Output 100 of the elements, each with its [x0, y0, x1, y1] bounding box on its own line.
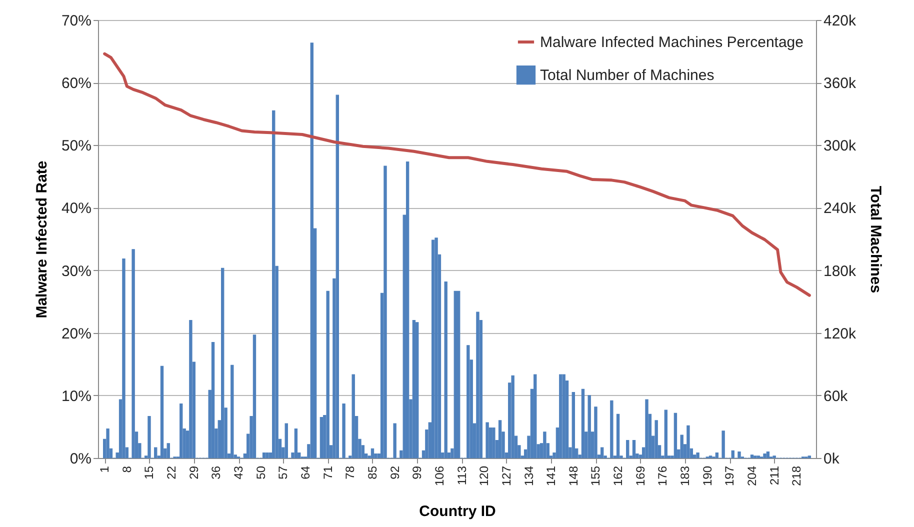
- legend-label: Malware Infected Machines Percentage: [540, 34, 804, 51]
- bar: [180, 403, 183, 458]
- x-tick-label: 15: [142, 466, 156, 480]
- x-tick-label: 85: [365, 466, 380, 480]
- bar: [457, 290, 460, 458]
- x-tick-label: 1: [98, 466, 112, 473]
- bar: [211, 342, 215, 458]
- x-tick-label: 162: [611, 466, 626, 486]
- bar: [696, 452, 700, 458]
- bar: [132, 249, 135, 458]
- bar: [492, 427, 496, 458]
- bar: [808, 456, 811, 458]
- bar: [715, 452, 719, 458]
- x-tick-label: 127: [499, 466, 514, 486]
- bar: [431, 240, 435, 458]
- bar: [320, 417, 324, 458]
- x-tick-label: 64: [298, 466, 313, 480]
- y2-axis-title: Total Machines: [867, 186, 884, 294]
- bar: [370, 448, 374, 458]
- x-tick-label: 8: [120, 466, 134, 473]
- bar: [750, 454, 754, 458]
- x-tick-label: 141: [544, 466, 558, 486]
- x-tick-label: 204: [745, 466, 759, 486]
- x-tick-label: 99: [410, 466, 424, 480]
- bar: [466, 345, 470, 458]
- bar: [731, 450, 734, 458]
- bar: [664, 410, 668, 458]
- x-tick-label: 211: [767, 466, 782, 486]
- bar: [230, 364, 234, 458]
- x-tick-label: 71: [320, 466, 335, 480]
- y-tick-label: 40%: [61, 200, 92, 218]
- x-tick-label: 197: [722, 466, 737, 486]
- x-tick-label: 169: [633, 466, 648, 486]
- bar: [154, 447, 158, 458]
- bar: [106, 428, 110, 458]
- bar: [189, 320, 192, 458]
- bar: [626, 440, 630, 458]
- x-tick-label: 92: [388, 466, 402, 480]
- bar: [384, 166, 387, 458]
- y2-tick-label: 300k: [824, 138, 857, 155]
- bar: [534, 374, 537, 458]
- bar: [754, 456, 757, 458]
- bar: [674, 412, 678, 458]
- x-tick-label: 120: [477, 466, 492, 486]
- bar: [654, 420, 658, 458]
- x-tick-label: 134: [522, 466, 536, 486]
- bar: [559, 374, 562, 458]
- bar: [645, 399, 648, 458]
- y2-tick-label: 120k: [824, 325, 857, 342]
- bar: [588, 395, 591, 458]
- bar: [610, 400, 614, 458]
- bar: [476, 312, 480, 458]
- y2-tick-label: 420k: [824, 12, 857, 30]
- bar: [406, 162, 410, 458]
- y-tick-label: 0%: [70, 450, 92, 468]
- y-axis-title: Malware Infected Rate: [33, 160, 50, 318]
- bar: [310, 42, 314, 458]
- x-tick-label: 106: [432, 466, 446, 486]
- bar: [393, 423, 396, 458]
- x-tick-label: 57: [276, 466, 290, 480]
- bar: [444, 281, 448, 458]
- bar: [766, 451, 770, 458]
- bar: [722, 430, 725, 458]
- bar: [581, 388, 585, 458]
- bar: [616, 414, 620, 458]
- y-tick-label: 60%: [61, 75, 92, 92]
- y2-tick-label: 60k: [824, 388, 848, 405]
- x-tick-label: 36: [209, 466, 224, 480]
- bar: [326, 290, 330, 458]
- x-tick-label: 113: [454, 466, 469, 486]
- x-tick-label: 50: [254, 466, 268, 480]
- y-tick-label: 20%: [61, 325, 92, 342]
- y-tick-label: 50%: [61, 138, 92, 155]
- bar: [708, 456, 712, 458]
- bar: [738, 451, 741, 458]
- bar: [416, 322, 419, 458]
- bar: [166, 443, 170, 458]
- bar: [632, 440, 636, 458]
- bar: [686, 425, 690, 458]
- bar: [160, 366, 164, 458]
- bar: [434, 238, 438, 458]
- y2-tick-label: 0k: [824, 450, 840, 468]
- bar: [498, 420, 502, 458]
- bar: [486, 422, 489, 458]
- x-tick-label: 29: [186, 466, 201, 480]
- bar: [772, 456, 776, 458]
- bar: [262, 452, 266, 458]
- bar: [562, 374, 566, 458]
- bar: [342, 403, 346, 458]
- line-series: [103, 52, 811, 297]
- bar: [252, 334, 256, 458]
- bar: [336, 94, 339, 458]
- bar: [294, 428, 298, 458]
- y-tick-label: 10%: [61, 388, 92, 405]
- bar: [572, 392, 575, 458]
- bar: [680, 434, 684, 458]
- y2-tick-label: 360k: [824, 75, 857, 92]
- bar: [221, 268, 224, 458]
- x-tick-label: 155: [588, 466, 603, 486]
- y2-tick-label: 240k: [824, 200, 857, 218]
